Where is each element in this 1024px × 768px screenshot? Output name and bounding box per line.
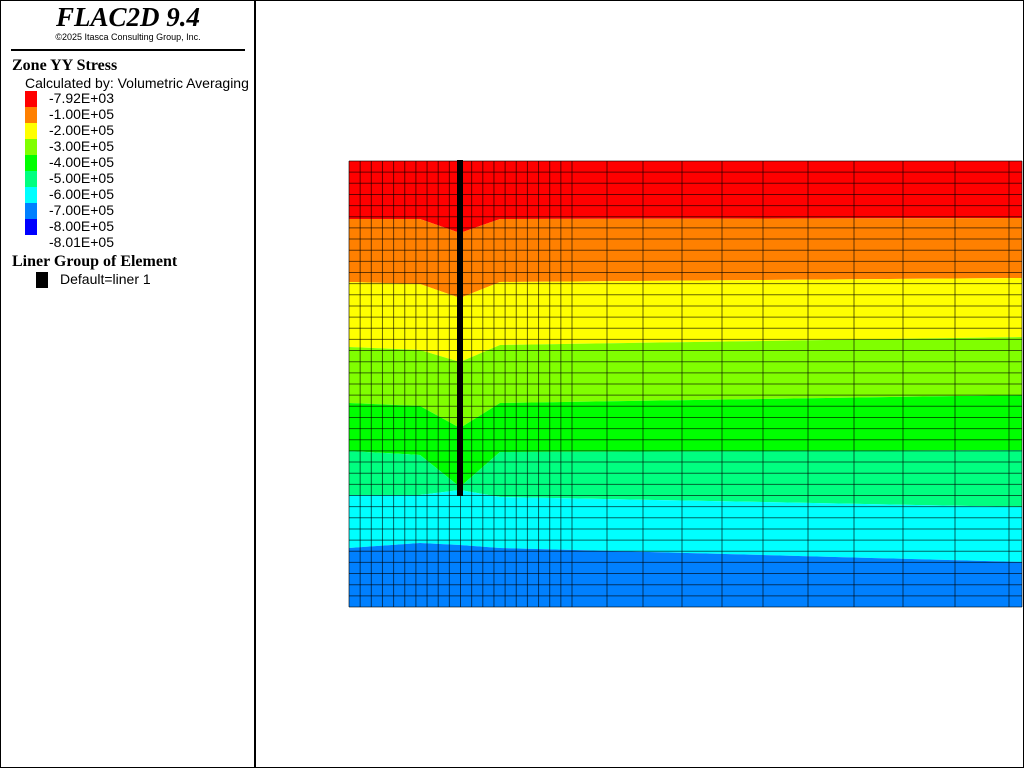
legend-label: -6.00E+05 — [49, 186, 114, 202]
legend-title: Zone YY Stress — [12, 57, 118, 74]
legend-item: -8.01E+05 — [25, 234, 225, 251]
legend-label: -4.00E+05 — [49, 154, 114, 170]
legend-item: -4.00E+05 — [25, 154, 225, 171]
legend-swatch — [25, 187, 37, 203]
legend-label: -1.00E+05 — [49, 106, 114, 122]
legend-label: -8.00E+05 — [49, 218, 114, 234]
legend-swatch — [25, 155, 37, 171]
legend-swatch — [25, 107, 37, 123]
legend-item: -3.00E+05 — [25, 138, 225, 155]
legend-swatch — [25, 123, 37, 139]
legend-label: -5.00E+05 — [49, 170, 114, 186]
legend-subtitle: Calculated by: Volumetric Averaging — [25, 75, 249, 91]
legend-panel: FLAC2D 9.4 ©2025 Itasca Consulting Group… — [0, 0, 256, 768]
legend-swatch — [25, 203, 37, 219]
legend-label: -2.00E+05 — [49, 122, 114, 138]
liner-element[interactable] — [457, 160, 463, 496]
legend-item: -6.00E+05 — [25, 186, 225, 203]
legend-swatch — [25, 219, 37, 235]
liner-legend-label: Default=liner 1 — [60, 271, 151, 287]
legend-swatch — [25, 139, 37, 155]
legend-item: -8.00E+05 — [25, 218, 225, 235]
app-title: FLAC2D 9.4 — [55, 2, 201, 32]
legend-item: -7.92E+03 — [25, 90, 225, 107]
legend-item: -7.00E+05 — [25, 202, 225, 219]
legend-label: -3.00E+05 — [49, 138, 114, 154]
legend-swatch — [25, 91, 37, 107]
legend-item: -2.00E+05 — [25, 122, 225, 139]
liner-legend-title: Liner Group of Element — [12, 253, 178, 270]
copyright: ©2025 Itasca Consulting Group, Inc. — [55, 32, 201, 42]
legend-item: -1.00E+05 — [25, 106, 225, 123]
legend-label: -7.00E+05 — [49, 202, 114, 218]
liner-legend-item: Default=liner 1 — [36, 271, 236, 288]
liner-swatch — [36, 272, 48, 288]
divider — [11, 49, 245, 51]
legend-item: -5.00E+05 — [25, 170, 225, 187]
legend-label: -7.92E+03 — [49, 90, 114, 106]
legend-label: -8.01E+05 — [49, 234, 114, 250]
legend-swatch — [25, 171, 37, 187]
